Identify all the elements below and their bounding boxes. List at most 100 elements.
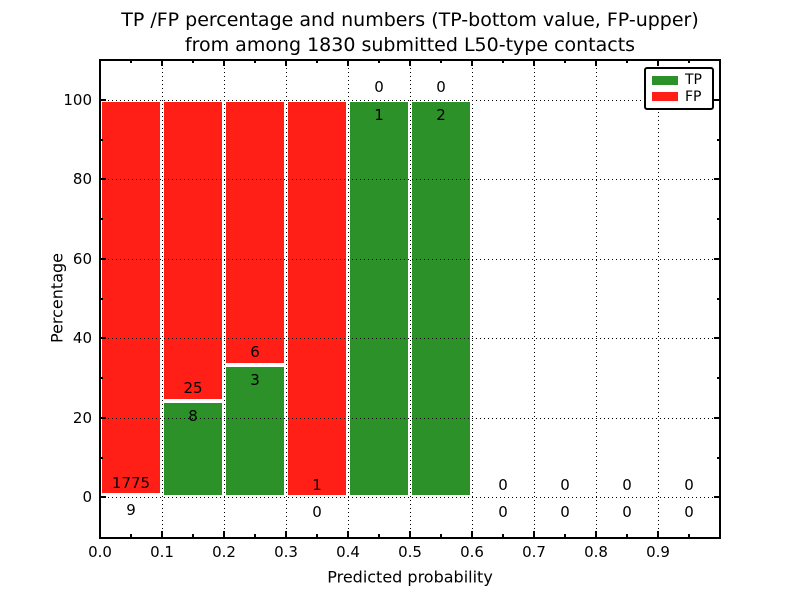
x-minor-tick [564,60,566,63]
y-tick-label: 0 [82,488,92,507]
count-label-tp: 8 [188,407,198,426]
y-tick-label: 20 [72,408,92,427]
chart-title: TP /FP percentage and numbers (TP-bottom… [100,8,720,58]
count-label-fp: 0 [498,475,508,494]
x-minor-tick [192,60,194,63]
v-gridline [224,60,225,537]
count-label-fp: 1775 [111,473,151,492]
y-minor-tick [717,297,720,300]
legend-item-tp: TP [652,73,706,87]
x-axis-label: Predicted probability [327,567,493,587]
y-major-tick [714,496,720,499]
x-minor-tick [688,534,690,537]
count-label-tp: 0 [622,503,632,522]
y-major-tick [100,98,106,101]
y-minor-tick [100,377,103,379]
bar-segment-fp [224,99,286,365]
v-gridline [162,60,163,537]
x-minor-tick [626,60,628,63]
x-minor-tick [626,534,628,537]
x-major-tick [471,531,473,537]
x-major-tick [161,531,163,537]
x-minor-tick [688,60,690,63]
x-minor-tick [378,534,380,537]
x-minor-tick [254,60,256,63]
fp-legend-swatch-icon [652,92,678,102]
count-label-tp: 0 [560,503,570,522]
y-minor-tick [100,138,103,141]
y-minor-tick [717,138,720,141]
legend-item-fp: FP [652,90,706,104]
count-label-fp: 1 [312,475,322,494]
count-label-fp: 0 [684,475,694,494]
x-major-tick [471,60,473,66]
count-label-tp: 2 [436,105,446,124]
y-minor-tick [717,456,720,459]
bar-segment-fp [286,99,348,498]
x-tick-label: 0.0 [88,543,112,561]
y-tick-label: 100 [63,90,92,109]
v-gridline [410,60,411,537]
count-label-fp: 0 [436,78,446,97]
y-minor-tick [717,218,720,220]
x-tick-label: 0.5 [398,543,422,561]
x-minor-tick [564,534,566,537]
y-tick-label: 60 [72,249,92,268]
x-major-tick [657,60,659,66]
x-minor-tick [440,60,442,63]
bar-segment-tp [224,364,286,498]
x-major-tick [285,531,287,537]
y-major-tick [714,257,720,260]
x-major-tick [99,60,101,66]
y-major-tick [714,416,720,419]
chart-title-line1: TP /FP percentage and numbers (TP-bottom… [121,9,699,31]
x-minor-tick [254,534,256,537]
count-label-fp: 0 [560,475,570,494]
y-major-tick [714,337,720,340]
legend-label-tp: TP [685,72,702,89]
v-gridline [658,60,659,537]
x-minor-tick [192,534,194,537]
y-major-tick [100,257,106,260]
x-major-tick [533,531,535,537]
x-tick-label: 0.7 [522,543,546,561]
y-tick-label: 40 [72,329,92,348]
count-label-tp: 1 [374,105,384,124]
y-major-tick [714,98,720,101]
count-label-fp: 0 [622,475,632,494]
y-minor-tick [100,218,103,220]
x-major-tick [595,60,597,66]
y-minor-tick [100,297,103,300]
x-minor-tick [130,60,132,63]
tp-legend-swatch-icon [652,75,678,85]
bar-segment-fp [162,99,224,402]
x-minor-tick [440,534,442,537]
y-major-tick [100,496,106,499]
x-major-tick [223,60,225,66]
x-major-tick [99,531,101,537]
count-label-tp: 0 [312,503,322,522]
count-label-tp: 9 [126,501,136,520]
x-major-tick [409,60,411,66]
x-minor-tick [502,534,504,537]
count-label-fp: 6 [250,343,260,362]
x-major-tick [347,531,349,537]
x-tick-label: 0.4 [336,543,360,561]
x-tick-label: 0.9 [646,543,670,561]
y-major-tick [100,337,106,340]
x-major-tick [533,60,535,66]
count-label-fp: 25 [183,379,203,398]
y-tick-label: 80 [72,170,92,189]
y-minor-tick [100,456,103,459]
y-major-tick [714,178,720,181]
x-minor-tick [502,60,504,63]
v-gridline [534,60,535,537]
x-minor-tick [130,534,132,537]
x-major-tick [595,531,597,537]
bar-segment-tp [410,99,472,498]
x-minor-tick [316,60,318,63]
count-label-tp: 0 [498,503,508,522]
bar-segment-fp [100,99,162,496]
v-gridline [286,60,287,537]
